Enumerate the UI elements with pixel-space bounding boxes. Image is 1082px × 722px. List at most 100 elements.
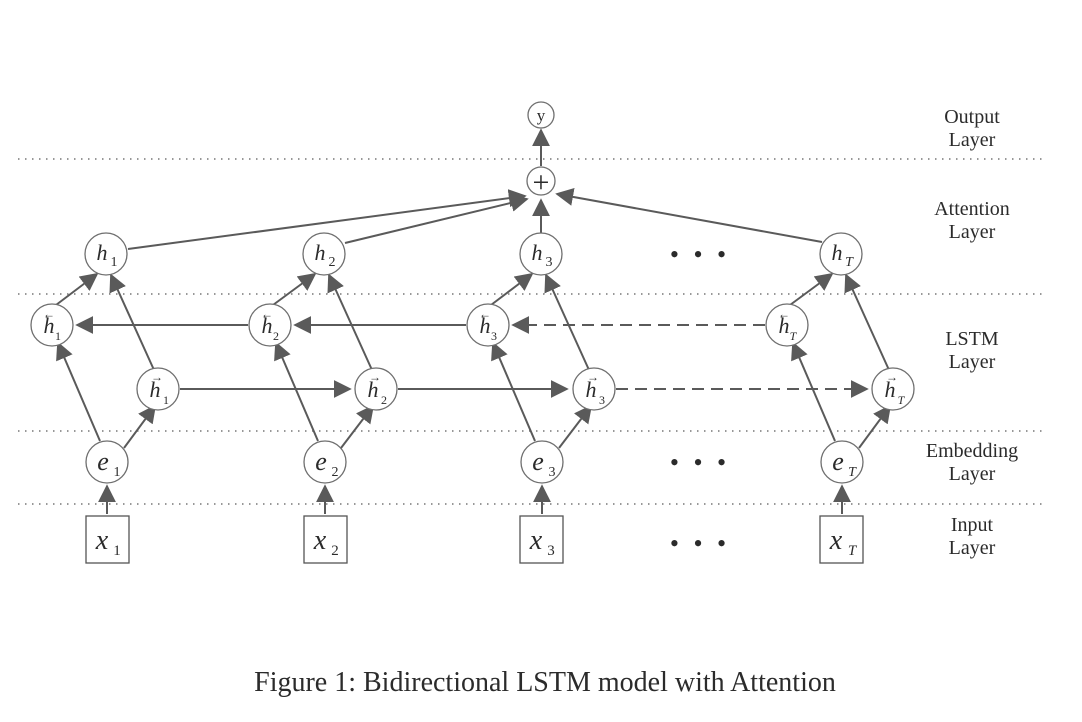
direction-arrow-icon: → (886, 370, 898, 384)
edge-embedding-forward (340, 404, 375, 449)
edge-embedding-forward (123, 404, 157, 449)
node-sub-label: 1 (114, 465, 121, 480)
input-box: x 3 (519, 515, 564, 564)
combine-node: + (526, 166, 556, 199)
edge-backward-hidden (272, 272, 317, 306)
node-sub-label: 1 (163, 393, 169, 407)
edge-embedding-backward (56, 341, 101, 442)
node-main-label: e (97, 447, 109, 476)
node-main-label: h (885, 377, 896, 402)
node-main-label: x (313, 525, 327, 556)
edge-embedding-forward (858, 404, 892, 449)
input-box: x 2 (303, 515, 348, 564)
node-main-label: h (480, 313, 491, 338)
layer-label-attention: Attention Layer (934, 198, 1010, 243)
edge-attention (344, 194, 529, 244)
edge-embedding-backward (274, 341, 319, 442)
node-sub-label: 2 (331, 543, 339, 559)
input-box: x 1 (85, 515, 130, 564)
ellipsis-hidden: • • • (670, 240, 730, 269)
layer-label-line: Layer (949, 537, 996, 559)
node-main-label: x (95, 525, 109, 556)
layer-label-line: LSTM (945, 328, 999, 350)
output-node-label: y (537, 106, 546, 125)
layer-label-line: Layer (949, 221, 996, 243)
direction-arrow-icon: ← (479, 307, 491, 321)
node-main-label: x (529, 525, 543, 556)
edges (55, 128, 892, 514)
node-main-label: h (832, 240, 843, 265)
layer-label-line: Embedding (926, 440, 1018, 462)
node-sub-label: 3 (546, 255, 553, 270)
figure-caption: Figure 1: Bidirectional LSTM model with … (254, 667, 836, 698)
layer-label-line: Attention (934, 198, 1010, 220)
node-sub-label: 2 (332, 465, 339, 480)
node-sub-label: 2 (273, 329, 279, 343)
node-main-label: h (315, 240, 326, 265)
node-sub-label: 3 (547, 543, 555, 559)
node-sub-label: 3 (549, 465, 556, 480)
backward-lstm-node: ← h 3 (466, 303, 510, 347)
hidden-node: h 1 (84, 232, 128, 276)
layer-label-line: Layer (949, 129, 996, 151)
layer-label-input: Input Layer (949, 514, 996, 559)
direction-arrow-icon: ← (778, 307, 790, 321)
layer-label-line: Layer (949, 463, 996, 485)
node-main-label: x (829, 525, 843, 556)
forward-lstm-node: → h 1 (136, 367, 180, 411)
combine-node-symbol: + (533, 166, 550, 199)
backward-lstm-node: ← h 1 (30, 303, 74, 347)
node-sub-label: 2 (329, 255, 336, 270)
direction-arrow-icon: ← (43, 307, 55, 321)
embedding-node: e T (820, 440, 864, 484)
hidden-node: h 3 (519, 232, 563, 276)
layer-label-line: Output (944, 106, 1000, 128)
edge-embedding-backward (791, 341, 836, 442)
layer-label-line: Input (951, 514, 994, 536)
node-sub-label: 1 (113, 543, 121, 559)
node-main-label: e (315, 447, 327, 476)
node-sub-label: T (790, 329, 798, 343)
edge-forward-hidden (109, 273, 155, 371)
node-sub-label: 3 (599, 393, 605, 407)
direction-arrow-icon: → (151, 370, 163, 384)
node-sub-label: T (898, 393, 906, 407)
ellipsis-embedding: • • • (670, 448, 730, 477)
embedding-node: e 1 (85, 440, 129, 484)
node-main-label: h (532, 240, 543, 265)
node-sub-label: T (845, 255, 854, 270)
node-main-label: h (262, 313, 273, 338)
node-sub-label: T (848, 465, 857, 480)
ellipsis-input: • • • (670, 529, 730, 558)
input-box: x T (819, 515, 864, 564)
node-sub-label: T (848, 543, 858, 559)
direction-arrow-icon: → (587, 370, 599, 384)
direction-arrow-icon: ← (261, 307, 273, 321)
node-main-label: h (586, 377, 597, 402)
layer-label-line: Layer (949, 351, 996, 373)
layer-label-embedding: Embedding Layer (926, 440, 1018, 485)
edge-attention (555, 188, 823, 243)
backward-lstm-node: ← h 2 (248, 303, 292, 347)
forward-lstm-node: → h 2 (354, 367, 398, 411)
node-main-label: e (832, 447, 844, 476)
forward-lstm-node: → h 3 (572, 367, 616, 411)
backward-lstm-node: ← h T (765, 303, 809, 347)
node-main-label: h (368, 377, 379, 402)
node-sub-label: 1 (55, 329, 61, 343)
edge-embedding-forward (558, 404, 593, 449)
node-main-label: h (150, 377, 161, 402)
layer-label-output: Output Layer (944, 106, 1000, 151)
embedding-node: e 3 (520, 440, 564, 484)
direction-arrow-icon: → (369, 370, 381, 384)
edge-embedding-backward (491, 341, 536, 442)
hidden-node: h 2 (302, 232, 346, 276)
forward-lstm-node: → h T (871, 367, 915, 411)
hidden-node: h T (819, 232, 863, 276)
node-main-label: e (532, 447, 544, 476)
node-sub-label: 3 (491, 329, 497, 343)
node-main-label: h (44, 313, 55, 338)
edge-forward-hidden (844, 273, 890, 371)
